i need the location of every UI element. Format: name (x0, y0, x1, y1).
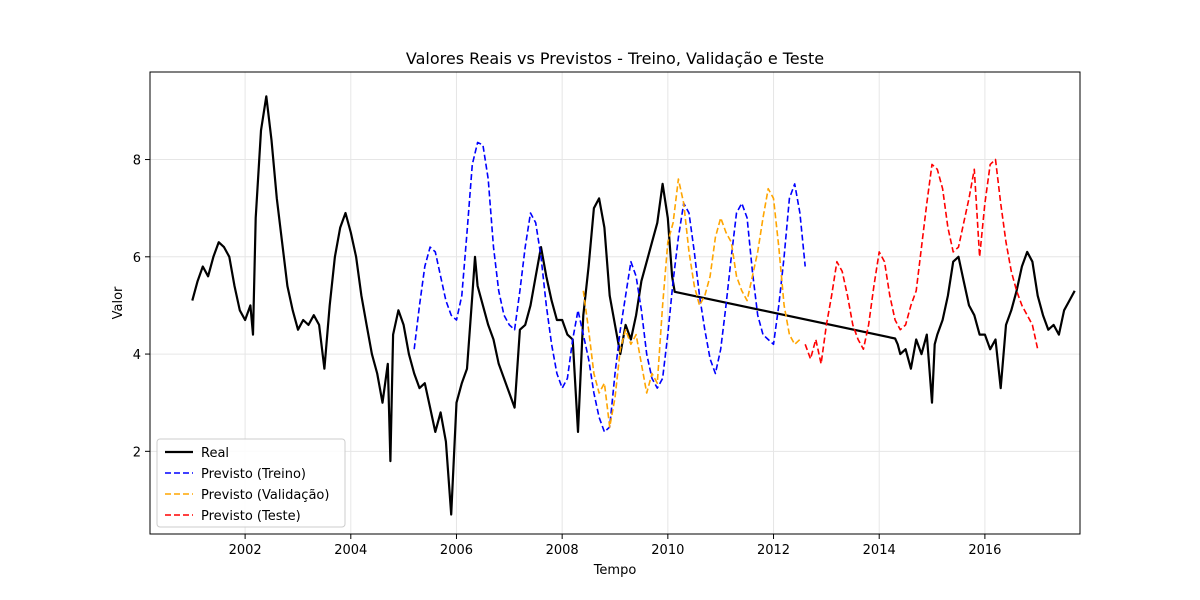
x-tick-label: 2016 (968, 543, 1001, 558)
y-axis: 2 4 6 8 (133, 154, 150, 460)
x-tick-label: 2012 (757, 543, 790, 558)
x-tick-label: 2008 (546, 543, 579, 558)
legend-box (156, 438, 346, 528)
grid (150, 72, 1080, 534)
x-tick-label: 2004 (334, 543, 367, 558)
series-line-2 (582, 178, 801, 428)
x-tick-label: 2010 (651, 543, 684, 558)
chart-title: Valores Reais vs Previstos - Treino, Val… (406, 49, 824, 68)
y-tick-label: 4 (133, 348, 141, 363)
legend-label-0: Real (201, 446, 229, 461)
x-tick-label: 2014 (863, 543, 896, 558)
legend-label-2: Previsto (Validação) (201, 488, 329, 503)
x-tick-label: 2002 (229, 543, 262, 558)
series-layer (191, 95, 1076, 516)
series-line-3 (804, 158, 1039, 365)
legend-label-3: Previsto (Teste) (201, 509, 301, 524)
x-tick-label: 2006 (440, 543, 473, 558)
legend: Real Previsto (Treino) Previsto (Validação… (156, 438, 346, 528)
x-axis-label: Tempo (593, 563, 637, 578)
y-tick-label: 8 (133, 154, 141, 169)
y-axis-label: Valor (111, 286, 126, 319)
y-tick-label: 6 (133, 251, 141, 266)
plot-frame (149, 71, 1081, 535)
y-tick-label: 2 (133, 445, 141, 460)
legend-label-1: Previsto (Treino) (201, 467, 306, 482)
x-axis: 2002 2004 2006 2008 2010 2012 2014 2016 (229, 534, 1001, 558)
series-line-0 (191, 95, 1076, 516)
